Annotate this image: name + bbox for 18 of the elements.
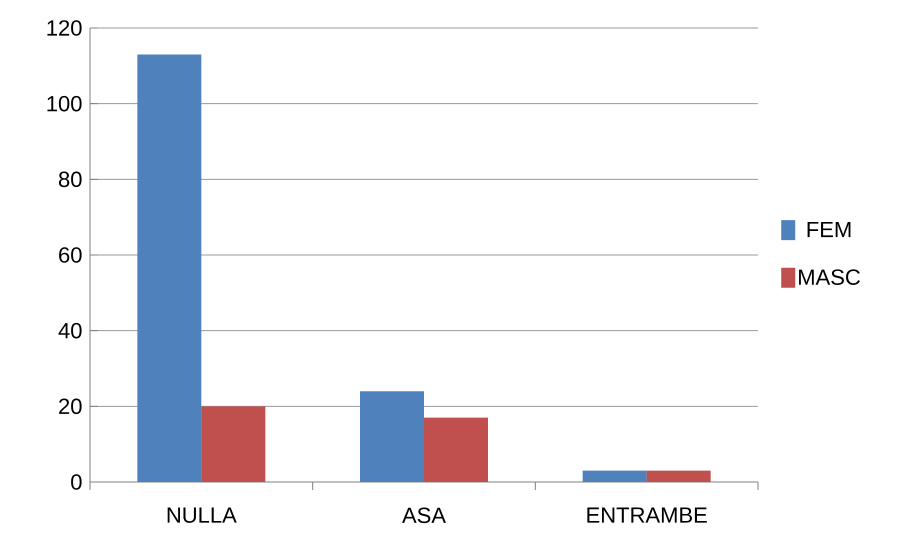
y-tick-label: 120 [47,20,82,36]
legend-label: MASC [799,269,860,285]
legend-label: FEM [808,222,850,238]
x-tick-label: NULLA [168,508,237,523]
y-tick-label: 20 [59,398,82,414]
y-tick-label: 60 [59,247,82,263]
bar [424,418,488,482]
bar [201,406,266,482]
y-tick-label: 100 [47,96,82,112]
bar [582,470,647,482]
x-tick-label: ENTRAMBE [587,508,707,523]
bar [137,54,202,482]
bar [360,391,424,482]
y-tick-label: 40 [58,322,82,338]
x-tick-label: ASA [402,508,446,524]
y-tick-label: 0 [71,474,82,490]
bar [646,470,711,482]
y-tick-label: 80 [58,172,82,188]
